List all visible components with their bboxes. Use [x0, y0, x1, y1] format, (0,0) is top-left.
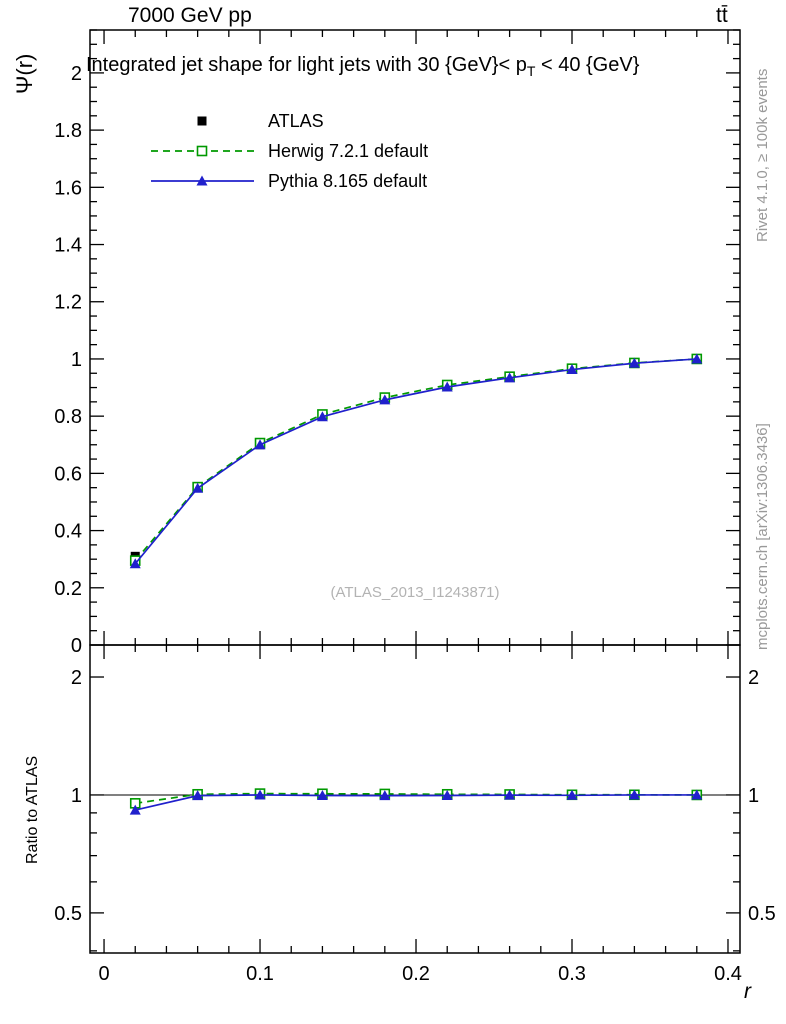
tick-label: 0.4 — [714, 963, 742, 985]
data-point-triangle — [254, 439, 266, 450]
process-title: tt̄ — [716, 4, 728, 27]
data-point-triangle — [691, 353, 703, 364]
legend-marker-sample — [197, 116, 207, 126]
tick-label: 0 — [98, 963, 109, 985]
legend-item: Herwig 7.2.1 default — [145, 136, 428, 166]
tick-label: 1 — [71, 785, 82, 807]
data-point-triangle — [129, 558, 141, 569]
data-point-triangle — [379, 790, 391, 801]
data-point-triangle — [441, 381, 453, 392]
plot-title-prefix: Integrated jet shape for light jets with… — [86, 54, 527, 76]
data-point-triangle — [504, 789, 516, 800]
data-point-triangle — [566, 789, 578, 800]
analysis-watermark: (ATLAS_2013_I1243871) — [330, 584, 500, 601]
legend-label: ATLAS — [268, 110, 324, 131]
tick-label: 0.2 — [54, 578, 82, 600]
data-point-triangle — [129, 804, 141, 815]
tick-label: 0 — [71, 635, 82, 657]
tick-label: 1.8 — [54, 120, 82, 142]
plot-title-suffix: < 40 {GeV} — [535, 54, 640, 76]
series-line — [135, 794, 697, 811]
series-line — [134, 358, 697, 565]
data-point-triangle — [196, 175, 208, 186]
data-point-triangle — [254, 789, 266, 800]
data-point-triangle — [566, 364, 578, 375]
mcplots-reference-text: mcplots.cern.ch [arXiv:1306.3436] — [754, 423, 771, 650]
legend-label: Pythia 8.165 default — [268, 170, 428, 191]
y-axis-label: Ψ(r) — [12, 53, 37, 94]
legend-marker-sample — [151, 145, 254, 157]
data-point-square — [197, 116, 207, 126]
tick-label: 0.1 — [246, 963, 274, 985]
x-axis-label: r — [744, 980, 751, 1003]
plot-title-subscript: T — [526, 63, 536, 79]
data-point-triangle — [192, 790, 204, 801]
data-point-triangle — [628, 789, 640, 800]
ratio-axis-label: Ratio to ATLAS — [24, 755, 41, 864]
data-point-triangle — [379, 394, 391, 405]
legend-item: ATLAS — [145, 106, 428, 136]
legend: ATLAS Herwig 7.2.1 default Pythia 8.165 de… — [145, 106, 428, 196]
data-point-open-square — [196, 145, 208, 157]
legend-item: Pythia 8.165 default — [145, 166, 428, 196]
tick-label: 2 — [71, 667, 82, 689]
data-point-triangle — [691, 789, 703, 800]
tick-label: 0.2 — [402, 963, 430, 985]
tick-label: 1.6 — [54, 177, 82, 199]
data-point-triangle — [504, 372, 516, 383]
plot-title: Integrated jet shape for light jets with… — [86, 54, 738, 79]
data-point-triangle — [316, 789, 328, 800]
legend-label: Herwig 7.2.1 default — [268, 140, 429, 161]
tick-label: 1.2 — [54, 292, 82, 314]
data-point-triangle — [192, 482, 204, 493]
tick-label: 0.3 — [558, 963, 586, 985]
series-line — [134, 358, 697, 562]
tick-label: 0.4 — [54, 521, 82, 543]
tick-label: 0.8 — [54, 406, 82, 428]
tick-label: 1 — [748, 785, 759, 807]
rivet-version-text: Rivet 4.1.0, ≥ 100k events — [754, 68, 771, 242]
data-point-triangle — [441, 789, 453, 800]
tick-label: 0.6 — [54, 463, 82, 485]
tick-label: 0.5 — [748, 903, 776, 925]
legend-marker-sample — [151, 175, 254, 186]
tick-label: 2 — [748, 667, 759, 689]
tick-label: 1.4 — [54, 235, 82, 257]
ratio-panel-frame — [89, 644, 741, 954]
data-point-triangle — [628, 357, 640, 368]
beam-energy-title: 7000 GeV pp — [128, 4, 252, 27]
tick-label: 0.5 — [54, 903, 82, 925]
data-point-triangle — [316, 411, 328, 422]
tick-label: 2 — [71, 63, 82, 85]
tick-label: 1 — [71, 349, 82, 371]
